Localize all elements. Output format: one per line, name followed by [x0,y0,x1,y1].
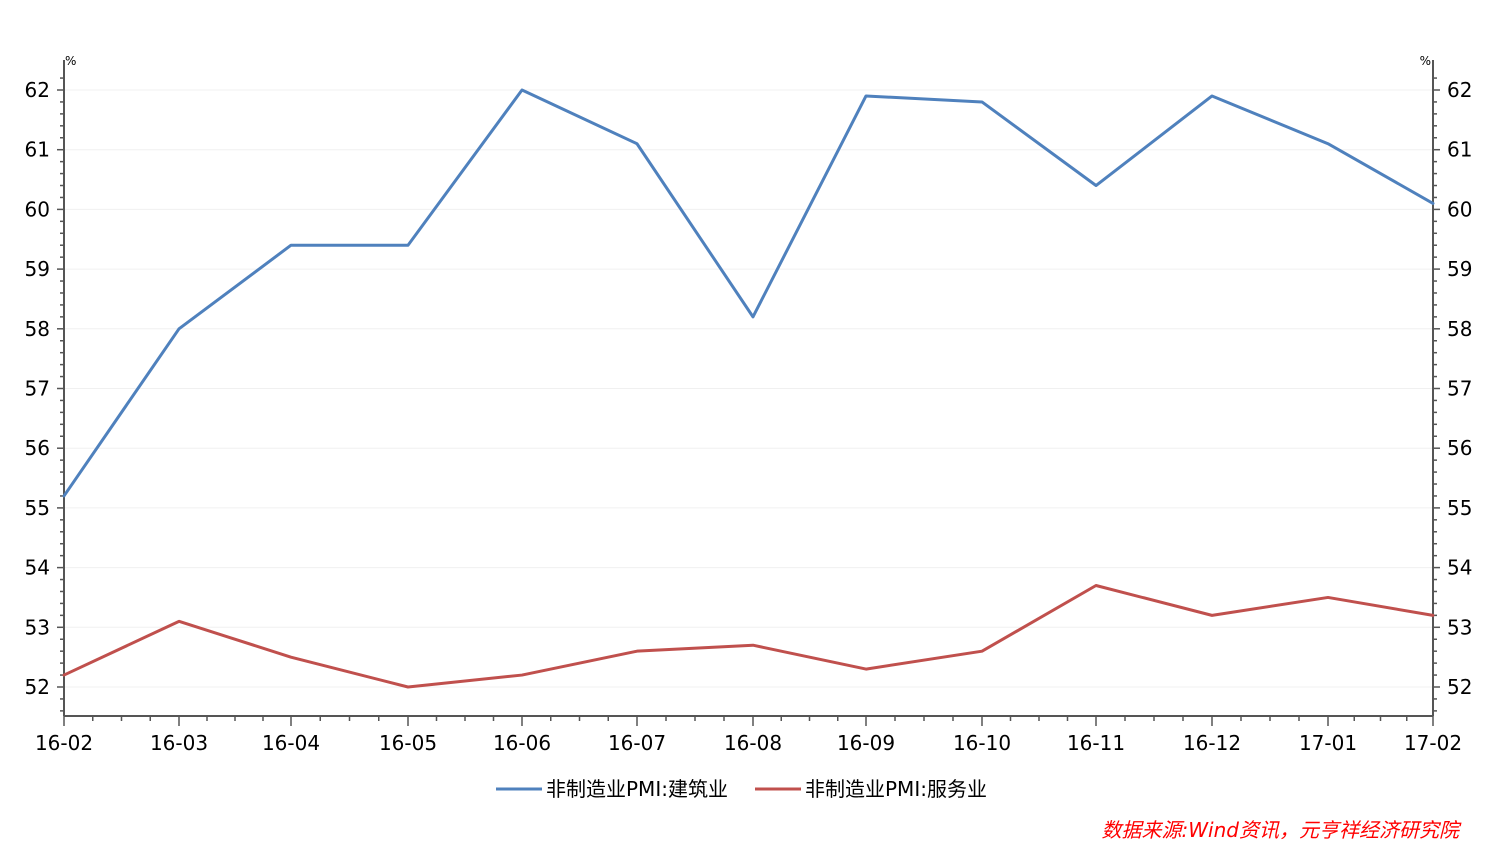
left-y-unit-label: % [65,54,76,68]
right-y-tick-label: 55 [1447,496,1472,520]
right-y-tick-label: 57 [1447,377,1472,401]
x-tick-label: 16-12 [1183,731,1241,755]
x-tick-label: 17-01 [1299,731,1357,755]
x-tick-label: 16-11 [1067,731,1125,755]
right-y-tick-label: 59 [1447,257,1472,281]
x-tick-label: 16-02 [35,731,93,755]
right-y-tick-label: 58 [1447,317,1472,341]
left-y-tick-label: 52 [25,675,50,699]
right-y-tick-label: 62 [1447,78,1472,102]
left-y-tick-label: 58 [25,317,50,341]
right-y-unit-label: % [1420,54,1431,68]
x-tick-label: 16-03 [150,731,208,755]
x-tick-label: 16-05 [379,731,437,755]
left-y-tick-label: 61 [25,138,50,162]
x-tick-label: 16-07 [608,731,666,755]
x-tick-label: 16-04 [262,731,320,755]
x-tick-label: 16-10 [953,731,1011,755]
right-y-tick-label: 60 [1447,197,1472,221]
right-y-tick-label: 54 [1447,556,1472,580]
left-y-tick-label: 62 [25,78,50,102]
left-y-tick-label: 53 [25,615,50,639]
x-tick-label: 17-02 [1404,731,1462,755]
x-tick-label: 16-06 [493,731,551,755]
right-y-tick-label: 61 [1447,138,1472,162]
legend-services-label: 非制造业PMI:服务业 [805,777,987,801]
left-y-tick-label: 59 [25,257,50,281]
right-y-tick-label: 53 [1447,615,1472,639]
source-note: 数据来源:Wind资讯，元亨祥经济研究院 [1101,818,1459,842]
left-y-tick-label: 56 [25,436,50,460]
x-tick-label: 16-09 [837,731,895,755]
left-y-tick-label: 60 [25,197,50,221]
right-y-tick-label: 52 [1447,675,1472,699]
series-services-line [62,584,1435,689]
left-y-tick-label: 54 [25,556,50,580]
x-tick-label: 16-08 [724,731,782,755]
left-y-tick-label: 57 [25,377,50,401]
right-y-tick-label: 56 [1447,436,1472,460]
left-y-tick-label: 55 [25,496,50,520]
legend-construction-label: 非制造业PMI:建筑业 [546,777,728,801]
series-construction-line [62,88,1435,498]
